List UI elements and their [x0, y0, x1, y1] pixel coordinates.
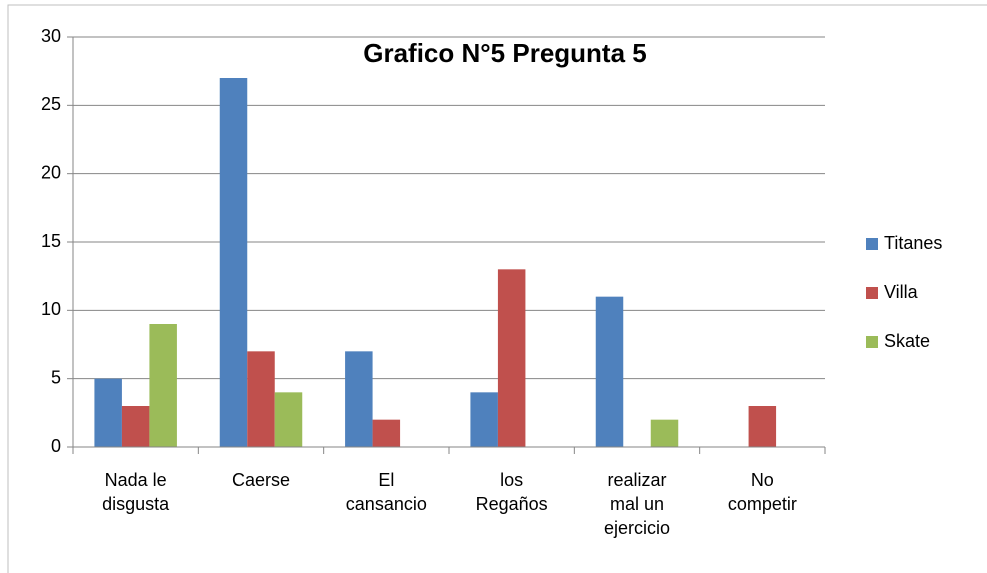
y-tick-label: 10: [41, 299, 61, 319]
bar: [345, 351, 373, 447]
x-tick-label: No competir: [728, 470, 797, 514]
bar: [470, 392, 498, 447]
y-tick-label: 15: [41, 231, 61, 251]
legend-swatch: [866, 336, 878, 348]
x-tick-label: realizar mal un ejercicio: [604, 470, 670, 538]
legend-label: Skate: [884, 331, 930, 351]
chart-title: Grafico N°5 Pregunta 5: [363, 38, 646, 68]
bar: [274, 392, 303, 447]
x-tick-label-line: competir: [728, 494, 797, 514]
x-tick-label: Nada le disgusta: [102, 470, 170, 514]
bar: [372, 419, 401, 447]
y-tick-label: 0: [51, 436, 61, 456]
bar: [121, 406, 150, 447]
y-tick-label: 20: [41, 162, 61, 182]
y-tick-label: 30: [41, 26, 61, 46]
x-tick-label: El cansancio: [346, 470, 427, 514]
x-tick-label-line: ejercicio: [604, 518, 670, 538]
legend-swatch: [866, 238, 878, 250]
chart-frame: [7, 4, 987, 573]
x-tick-label: los Regaños: [476, 470, 548, 514]
x-tick-label-line: mal un: [610, 494, 664, 514]
x-tick-label-line: Caerse: [232, 470, 290, 490]
x-tick-label: Caerse: [232, 470, 290, 490]
bar: [497, 269, 526, 447]
legend-label: Titanes: [884, 233, 942, 253]
x-tick-label-line: los: [500, 470, 523, 490]
bar: [595, 296, 624, 447]
x-tick-label-line: disgusta: [102, 494, 170, 514]
x-tick-label-line: Regaños: [476, 494, 548, 514]
legend-label: Villa: [884, 282, 919, 302]
bar: [149, 324, 177, 447]
bar: [748, 406, 777, 447]
x-tick-label-line: cansancio: [346, 494, 427, 514]
x-tick-label-line: No: [751, 470, 774, 490]
legend-swatch: [866, 287, 878, 299]
y-tick-label: 25: [41, 94, 61, 114]
bar: [247, 351, 275, 447]
bar: [650, 419, 679, 447]
bar: [219, 78, 248, 447]
y-tick-label: 5: [51, 367, 61, 387]
bar: [94, 378, 122, 447]
x-tick-label-line: realizar: [607, 470, 666, 490]
x-tick-label-line: El: [378, 470, 394, 490]
x-tick-label-line: Nada le: [105, 470, 167, 490]
